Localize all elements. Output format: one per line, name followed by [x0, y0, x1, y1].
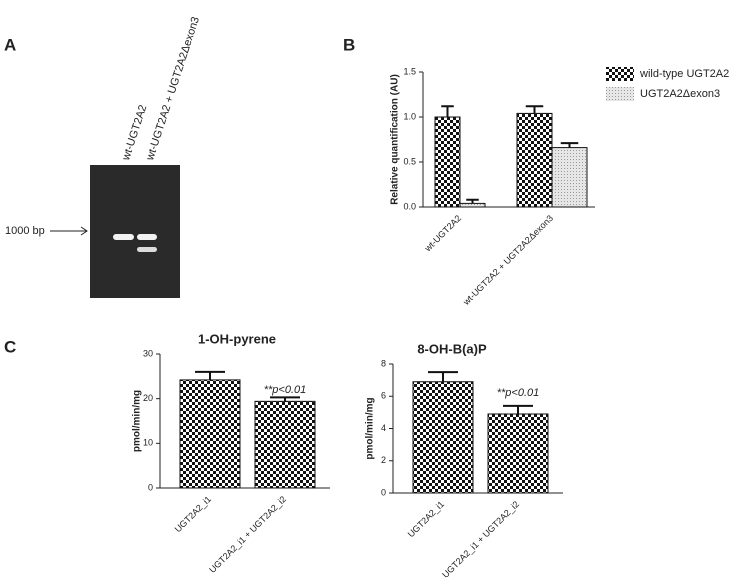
- panel-label: A: [4, 35, 16, 54]
- error-bar: [525, 105, 544, 114]
- annotation: **p<0.01: [264, 384, 307, 396]
- y-axis-label: Relative quantification (AU): [390, 74, 401, 205]
- panel-label: B: [343, 35, 355, 54]
- y-tick-label: 0: [381, 487, 386, 497]
- y-tick-label: 6: [381, 391, 386, 401]
- bar: [179, 379, 241, 489]
- legend-label: UGT2A2Δexon3: [640, 88, 720, 100]
- x-tick-label: wt-UGT2A2: [422, 213, 463, 254]
- gel-band: [137, 247, 157, 252]
- bar: [434, 116, 461, 208]
- y-tick-label: 1.5: [403, 66, 416, 76]
- y-axis-label: pmol/min/mg: [365, 397, 376, 459]
- annotation: **p<0.01: [497, 387, 540, 399]
- gel-image: [90, 165, 180, 298]
- x-tick-label: UGT2A2_i1: [406, 499, 446, 539]
- y-tick-label: 0.0: [403, 201, 416, 211]
- arrow-head: [80, 226, 88, 236]
- legend-swatch: [606, 87, 634, 101]
- y-tick-label: 0: [148, 482, 153, 492]
- chart-title: 1-OH-pyrene: [198, 331, 276, 346]
- y-tick-label: 30: [143, 348, 153, 358]
- bar: [551, 147, 588, 208]
- marker-label: 1000 bp: [5, 225, 45, 237]
- lane-label: wt-UGT2A2 + UGT2A2Δexon3: [144, 15, 202, 162]
- y-axis-label: pmol/min/mg: [132, 390, 143, 452]
- x-tick-label: UGT2A2_i1 + UGT2A2_i2: [440, 499, 521, 580]
- error-bar: [466, 198, 479, 204]
- y-tick-label: 4: [381, 423, 386, 433]
- y-tick-label: 1.0: [403, 111, 416, 121]
- legend-swatch: [606, 67, 634, 81]
- error-bar: [503, 404, 533, 414]
- error-bar: [560, 142, 579, 148]
- gel-band: [137, 234, 157, 240]
- error-bar: [428, 371, 458, 382]
- legend-label: wild-type UGT2A2: [639, 68, 729, 80]
- y-tick-label: 0.5: [403, 156, 416, 166]
- bar: [487, 413, 549, 494]
- error-bar: [441, 105, 454, 117]
- bar: [412, 381, 474, 494]
- bar: [516, 112, 553, 208]
- bar: [254, 400, 316, 489]
- x-tick-label: UGT2A2_i1: [173, 494, 213, 534]
- x-tick-label: UGT2A2_i1 + UGT2A2_i2: [207, 494, 288, 575]
- chart-title: 8-OH-B(a)P: [417, 341, 487, 356]
- x-tick-label: wt-UGT2A2 + UGT2A2Δexon3: [460, 213, 555, 308]
- y-tick-label: 20: [143, 393, 153, 403]
- y-tick-label: 8: [381, 358, 386, 368]
- y-tick-label: 10: [143, 438, 153, 448]
- panel-label: C: [4, 337, 16, 356]
- gel-band: [113, 234, 134, 240]
- error-bar: [270, 396, 300, 402]
- y-tick-label: 2: [381, 455, 386, 465]
- bar: [459, 202, 486, 208]
- error-bar: [195, 370, 225, 380]
